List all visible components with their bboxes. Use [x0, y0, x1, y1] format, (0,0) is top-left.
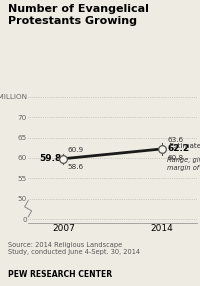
- Text: Number of Evangelical
Protestants Growing: Number of Evangelical Protestants Growin…: [8, 4, 148, 26]
- Text: PEW RESEARCH CENTER: PEW RESEARCH CENTER: [8, 270, 112, 279]
- Text: Range, given
margin of error: Range, given margin of error: [167, 157, 200, 170]
- Text: 62.2: 62.2: [167, 144, 189, 154]
- Text: Estimate: Estimate: [167, 142, 200, 148]
- Text: Source: 2014 Religious Landscape
Study, conducted June 4-Sept. 30, 2014: Source: 2014 Religious Landscape Study, …: [8, 242, 139, 255]
- Text: 60.9: 60.9: [67, 147, 83, 153]
- Text: 58.6: 58.6: [67, 164, 83, 170]
- Text: 60.8: 60.8: [167, 155, 183, 161]
- Text: 59.8: 59.8: [39, 154, 61, 163]
- Text: 63.6: 63.6: [167, 137, 183, 143]
